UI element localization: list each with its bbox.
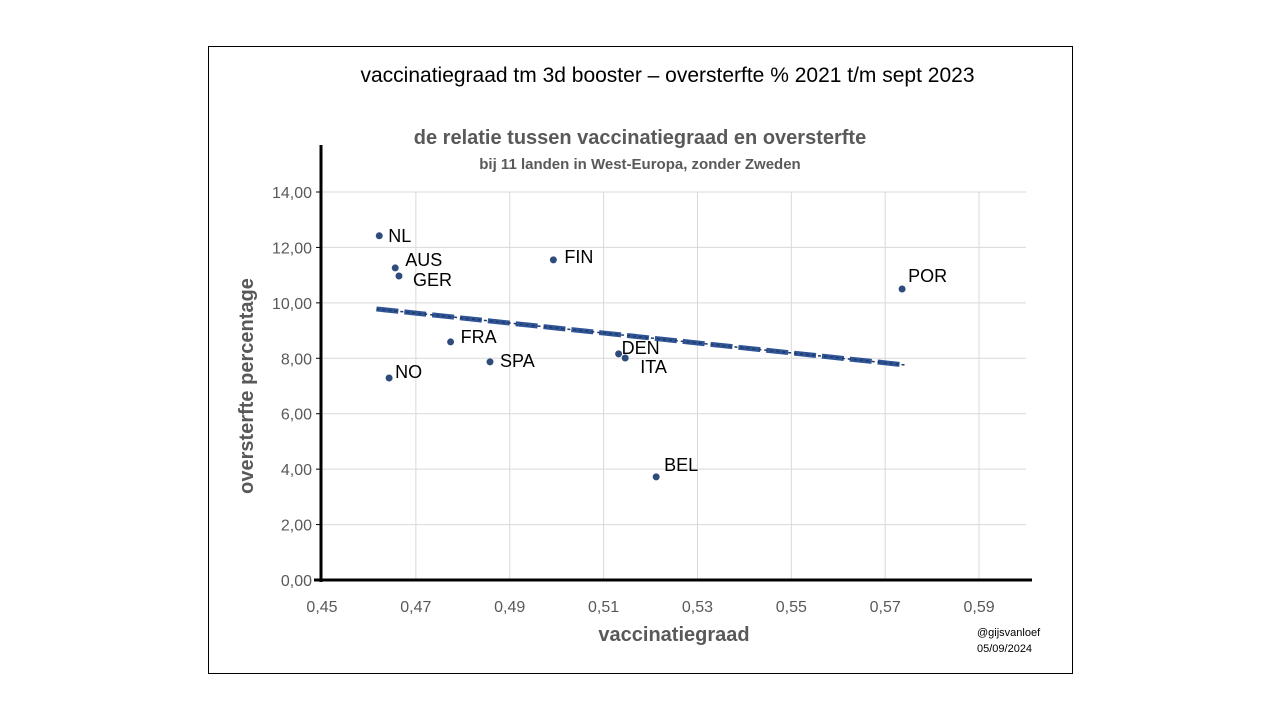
slide-frame — [208, 46, 1073, 674]
data-point — [652, 473, 660, 481]
x-tick-label: 0,55 — [776, 599, 807, 616]
x-tick-label: 0,45 — [306, 599, 337, 616]
x-axis-label: vaccinatiegraad — [598, 624, 749, 646]
y-tick-label: 10,00 — [272, 296, 312, 313]
x-tick-label: 0,51 — [588, 599, 619, 616]
credit-date: 05/09/2024 — [977, 643, 1033, 655]
data-point — [549, 256, 557, 264]
y-tick-label: 4,00 — [281, 462, 312, 479]
data-point — [395, 272, 403, 280]
chart-title: vaccinatiegraad tm 3d booster – overster… — [360, 64, 975, 87]
data-label: SPA — [500, 351, 535, 371]
data-point — [385, 374, 393, 382]
data-label: NO — [395, 362, 422, 382]
y-tick-label: 12,00 — [272, 240, 312, 257]
data-label: AUS — [405, 250, 442, 270]
x-tick-label: 0,59 — [963, 599, 994, 616]
data-point — [615, 350, 623, 358]
data-point — [621, 354, 629, 362]
data-label: FIN — [564, 247, 593, 267]
x-tick-label: 0,47 — [400, 599, 431, 616]
data-point — [898, 285, 906, 293]
y-tick-label: 6,00 — [281, 407, 312, 424]
x-tick-label: 0,57 — [870, 599, 901, 616]
y-tick-label: 8,00 — [281, 351, 312, 368]
x-tick-label: 0,53 — [682, 599, 713, 616]
data-label: POR — [908, 266, 947, 286]
data-label: NL — [388, 226, 411, 246]
y-tick-label: 2,00 — [281, 518, 312, 535]
data-point — [391, 264, 399, 272]
data-label: BEL — [664, 455, 698, 475]
y-tick-label: 0,00 — [281, 573, 312, 590]
x-tick-label: 0,49 — [494, 599, 525, 616]
data-label: ITA — [640, 357, 667, 377]
data-point — [486, 358, 494, 366]
data-point — [375, 232, 383, 240]
credit-handle: @gijsvanloef — [977, 627, 1041, 639]
data-label: DEN — [622, 338, 660, 358]
chart-subtitle: de relatie tussen vaccinatiegraad en ove… — [413, 127, 867, 149]
trendline-dotted — [376, 308, 905, 366]
chart-subtitle-2: bij 11 landen in West-Europa, zonder Zwe… — [479, 156, 801, 173]
credit: @gijsvanloef 05/09/2024 — [977, 625, 1040, 657]
y-axis-label: oversterfte percentage — [236, 278, 258, 494]
data-label: FRA — [461, 327, 497, 347]
data-point — [447, 338, 455, 346]
data-label: GER — [413, 270, 452, 290]
y-tick-label: 14,00 — [272, 185, 312, 202]
